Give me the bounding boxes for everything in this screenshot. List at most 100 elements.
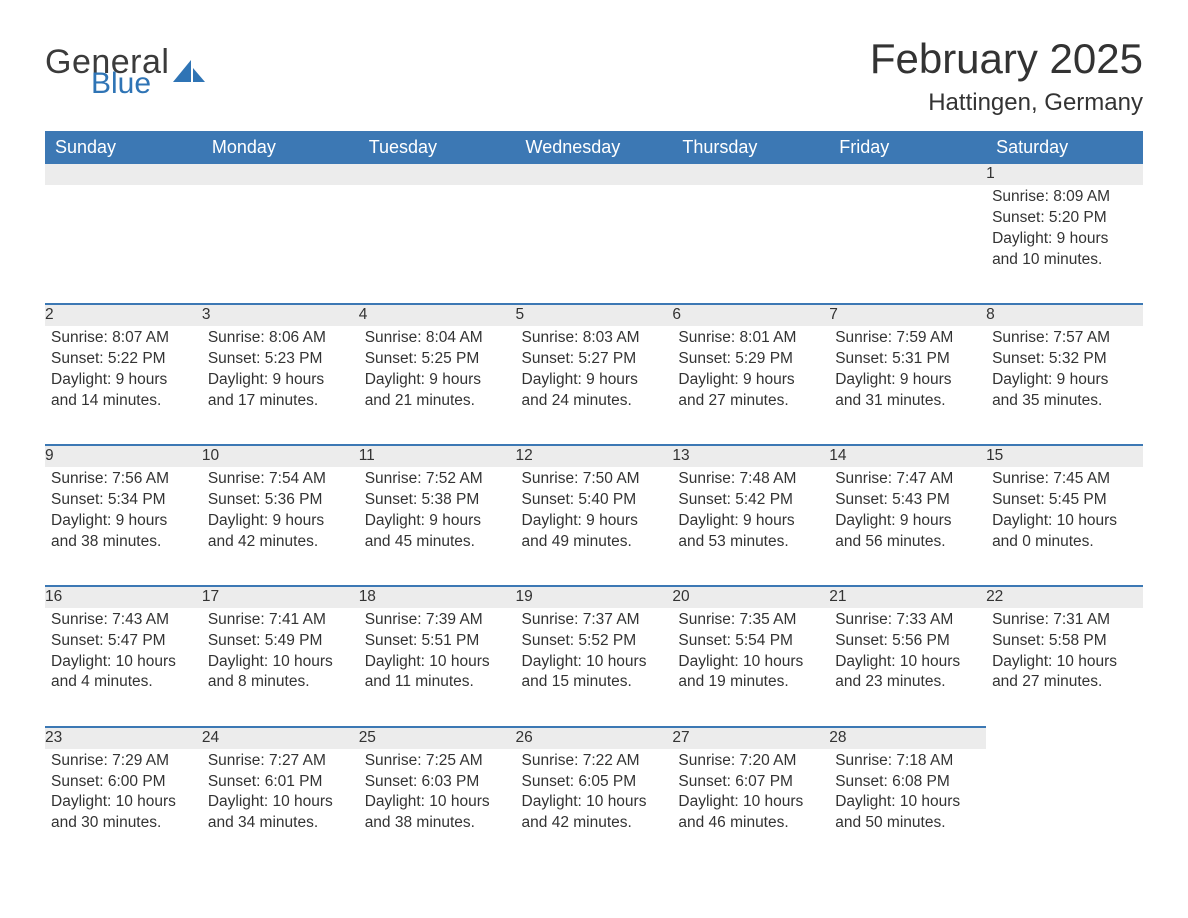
sunrise-text: Sunrise: 7:48 AM	[678, 469, 823, 490]
day-number: 8	[986, 304, 1143, 326]
sunrise-text: Sunrise: 7:59 AM	[835, 328, 980, 349]
weekday-header: Friday	[829, 131, 986, 164]
day-content: Sunrise: 7:48 AMSunset: 5:42 PMDaylight:…	[672, 467, 829, 563]
day-number: 25	[359, 727, 516, 749]
sunrise-text: Sunrise: 7:39 AM	[365, 610, 510, 631]
weekday-header: Wednesday	[516, 131, 673, 164]
sunrise-text: Sunrise: 7:56 AM	[51, 469, 196, 490]
day-content: Sunrise: 7:22 AMSunset: 6:05 PMDaylight:…	[516, 749, 673, 845]
empty-day-number	[516, 164, 673, 185]
day-number: 26	[516, 727, 673, 749]
day-number: 7	[829, 304, 986, 326]
sunset-text: Sunset: 5:42 PM	[678, 490, 823, 511]
day-cell: Sunrise: 7:18 AMSunset: 6:08 PMDaylight:…	[829, 749, 986, 867]
sunrise-text: Sunrise: 8:03 AM	[522, 328, 667, 349]
day-number: 3	[202, 304, 359, 326]
weekday-header: Thursday	[672, 131, 829, 164]
sunset-text: Sunset: 5:49 PM	[208, 631, 353, 652]
daylight-text: Daylight: 10 hours and 46 minutes.	[678, 792, 823, 834]
empty-day-cell	[986, 749, 1143, 867]
day-cell: Sunrise: 7:25 AMSunset: 6:03 PMDaylight:…	[359, 749, 516, 867]
weekday-header: Saturday	[986, 131, 1143, 164]
sunset-text: Sunset: 6:05 PM	[522, 772, 667, 793]
daylight-text: Daylight: 9 hours and 24 minutes.	[522, 370, 667, 412]
sunrise-text: Sunrise: 7:29 AM	[51, 751, 196, 772]
day-number: 14	[829, 445, 986, 467]
sunrise-text: Sunrise: 8:07 AM	[51, 328, 196, 349]
day-cell: Sunrise: 7:41 AMSunset: 5:49 PMDaylight:…	[202, 608, 359, 727]
sunset-text: Sunset: 5:22 PM	[51, 349, 196, 370]
day-cell: Sunrise: 7:27 AMSunset: 6:01 PMDaylight:…	[202, 749, 359, 867]
week-content-row: Sunrise: 7:56 AMSunset: 5:34 PMDaylight:…	[45, 467, 1143, 586]
day-content: Sunrise: 7:59 AMSunset: 5:31 PMDaylight:…	[829, 326, 986, 422]
day-number: 23	[45, 727, 202, 749]
day-number: 18	[359, 586, 516, 608]
sunrise-text: Sunrise: 7:20 AM	[678, 751, 823, 772]
sunrise-text: Sunrise: 7:31 AM	[992, 610, 1137, 631]
week-daynum-row: 9101112131415	[45, 445, 1143, 467]
sunset-text: Sunset: 5:38 PM	[365, 490, 510, 511]
day-content: Sunrise: 8:01 AMSunset: 5:29 PMDaylight:…	[672, 326, 829, 422]
day-cell: Sunrise: 7:52 AMSunset: 5:38 PMDaylight:…	[359, 467, 516, 586]
weekday-header: Monday	[202, 131, 359, 164]
sunset-text: Sunset: 6:08 PM	[835, 772, 980, 793]
day-cell: Sunrise: 7:43 AMSunset: 5:47 PMDaylight:…	[45, 608, 202, 727]
location: Hattingen, Germany	[870, 89, 1143, 117]
daylight-text: Daylight: 10 hours and 50 minutes.	[835, 792, 980, 834]
empty-day-number	[986, 727, 1143, 749]
sunset-text: Sunset: 6:01 PM	[208, 772, 353, 793]
daylight-text: Daylight: 10 hours and 38 minutes.	[365, 792, 510, 834]
daylight-text: Daylight: 9 hours and 17 minutes.	[208, 370, 353, 412]
daylight-text: Daylight: 9 hours and 45 minutes.	[365, 511, 510, 553]
sunset-text: Sunset: 5:52 PM	[522, 631, 667, 652]
day-cell: Sunrise: 8:06 AMSunset: 5:23 PMDaylight:…	[202, 326, 359, 445]
day-content: Sunrise: 7:18 AMSunset: 6:08 PMDaylight:…	[829, 749, 986, 845]
daylight-text: Daylight: 10 hours and 30 minutes.	[51, 792, 196, 834]
daylight-text: Daylight: 10 hours and 0 minutes.	[992, 511, 1137, 553]
sunrise-text: Sunrise: 7:25 AM	[365, 751, 510, 772]
sunset-text: Sunset: 5:31 PM	[835, 349, 980, 370]
day-cell: Sunrise: 7:57 AMSunset: 5:32 PMDaylight:…	[986, 326, 1143, 445]
day-cell: Sunrise: 7:22 AMSunset: 6:05 PMDaylight:…	[516, 749, 673, 867]
day-content: Sunrise: 8:07 AMSunset: 5:22 PMDaylight:…	[45, 326, 202, 422]
day-content: Sunrise: 7:50 AMSunset: 5:40 PMDaylight:…	[516, 467, 673, 563]
daylight-text: Daylight: 9 hours and 56 minutes.	[835, 511, 980, 553]
sunrise-text: Sunrise: 7:22 AM	[522, 751, 667, 772]
sunset-text: Sunset: 5:32 PM	[992, 349, 1137, 370]
day-content: Sunrise: 8:06 AMSunset: 5:23 PMDaylight:…	[202, 326, 359, 422]
month-title: February 2025	[870, 35, 1143, 83]
weekday-header: Sunday	[45, 131, 202, 164]
day-content: Sunrise: 7:56 AMSunset: 5:34 PMDaylight:…	[45, 467, 202, 563]
day-number: 6	[672, 304, 829, 326]
week-daynum-row: 232425262728	[45, 727, 1143, 749]
sunset-text: Sunset: 5:58 PM	[992, 631, 1137, 652]
sunrise-text: Sunrise: 7:27 AM	[208, 751, 353, 772]
day-content: Sunrise: 7:35 AMSunset: 5:54 PMDaylight:…	[672, 608, 829, 704]
sunset-text: Sunset: 5:56 PM	[835, 631, 980, 652]
week-daynum-row: 2345678	[45, 304, 1143, 326]
weekday-header: Tuesday	[359, 131, 516, 164]
sunrise-text: Sunrise: 8:06 AM	[208, 328, 353, 349]
empty-day-cell	[45, 185, 202, 304]
day-content: Sunrise: 7:33 AMSunset: 5:56 PMDaylight:…	[829, 608, 986, 704]
day-cell: Sunrise: 8:04 AMSunset: 5:25 PMDaylight:…	[359, 326, 516, 445]
empty-day-number	[359, 164, 516, 185]
weekday-header-row: SundayMondayTuesdayWednesdayThursdayFrid…	[45, 131, 1143, 164]
day-content: Sunrise: 8:04 AMSunset: 5:25 PMDaylight:…	[359, 326, 516, 422]
empty-day-cell	[516, 185, 673, 304]
day-number: 16	[45, 586, 202, 608]
day-cell: Sunrise: 7:29 AMSunset: 6:00 PMDaylight:…	[45, 749, 202, 867]
empty-day-cell	[829, 185, 986, 304]
day-content: Sunrise: 7:52 AMSunset: 5:38 PMDaylight:…	[359, 467, 516, 563]
sunrise-text: Sunrise: 7:37 AM	[522, 610, 667, 631]
sunrise-text: Sunrise: 7:50 AM	[522, 469, 667, 490]
day-cell: Sunrise: 7:47 AMSunset: 5:43 PMDaylight:…	[829, 467, 986, 586]
empty-day-number	[45, 164, 202, 185]
calendar-table: SundayMondayTuesdayWednesdayThursdayFrid…	[45, 131, 1143, 867]
daylight-text: Daylight: 9 hours and 10 minutes.	[992, 229, 1137, 271]
sunset-text: Sunset: 5:36 PM	[208, 490, 353, 511]
sunrise-text: Sunrise: 7:45 AM	[992, 469, 1137, 490]
daylight-text: Daylight: 10 hours and 19 minutes.	[678, 652, 823, 694]
daylight-text: Daylight: 9 hours and 31 minutes.	[835, 370, 980, 412]
day-cell: Sunrise: 7:59 AMSunset: 5:31 PMDaylight:…	[829, 326, 986, 445]
